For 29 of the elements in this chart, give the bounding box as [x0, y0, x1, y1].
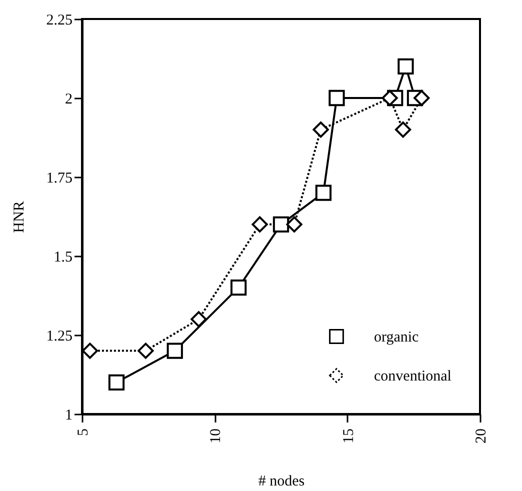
legend-label: conventional [374, 368, 452, 384]
x-tick-label: 20 [474, 428, 490, 444]
point [312, 122, 329, 138]
point [166, 342, 183, 359]
x-tick-label: 15 [340, 428, 357, 444]
legend-label: organic [374, 330, 420, 346]
point [82, 342, 98, 359]
y-tick-label: 1.5 [54, 250, 72, 266]
point [414, 90, 430, 106]
point [108, 374, 125, 390]
point [286, 216, 302, 232]
point [328, 90, 345, 106]
point [230, 280, 247, 296]
x-axis-title: # nodes [258, 474, 305, 490]
point [272, 216, 290, 232]
point [382, 90, 398, 106]
x-tick-label: 10 [208, 428, 224, 444]
point [138, 342, 154, 359]
x-tick-label: 5 [76, 428, 92, 436]
y-tick-label: 1 [65, 408, 72, 424]
point [398, 58, 414, 74]
y-tick-label: 1.25 [46, 328, 72, 344]
y-tick-label: 2 [65, 92, 72, 108]
y-tick-label: 1.75 [46, 170, 72, 186]
point [315, 184, 332, 201]
y-tick-label: 2.25 [46, 12, 72, 28]
point [252, 216, 268, 232]
y-axis-title: HNR [11, 201, 28, 233]
point [394, 122, 412, 138]
